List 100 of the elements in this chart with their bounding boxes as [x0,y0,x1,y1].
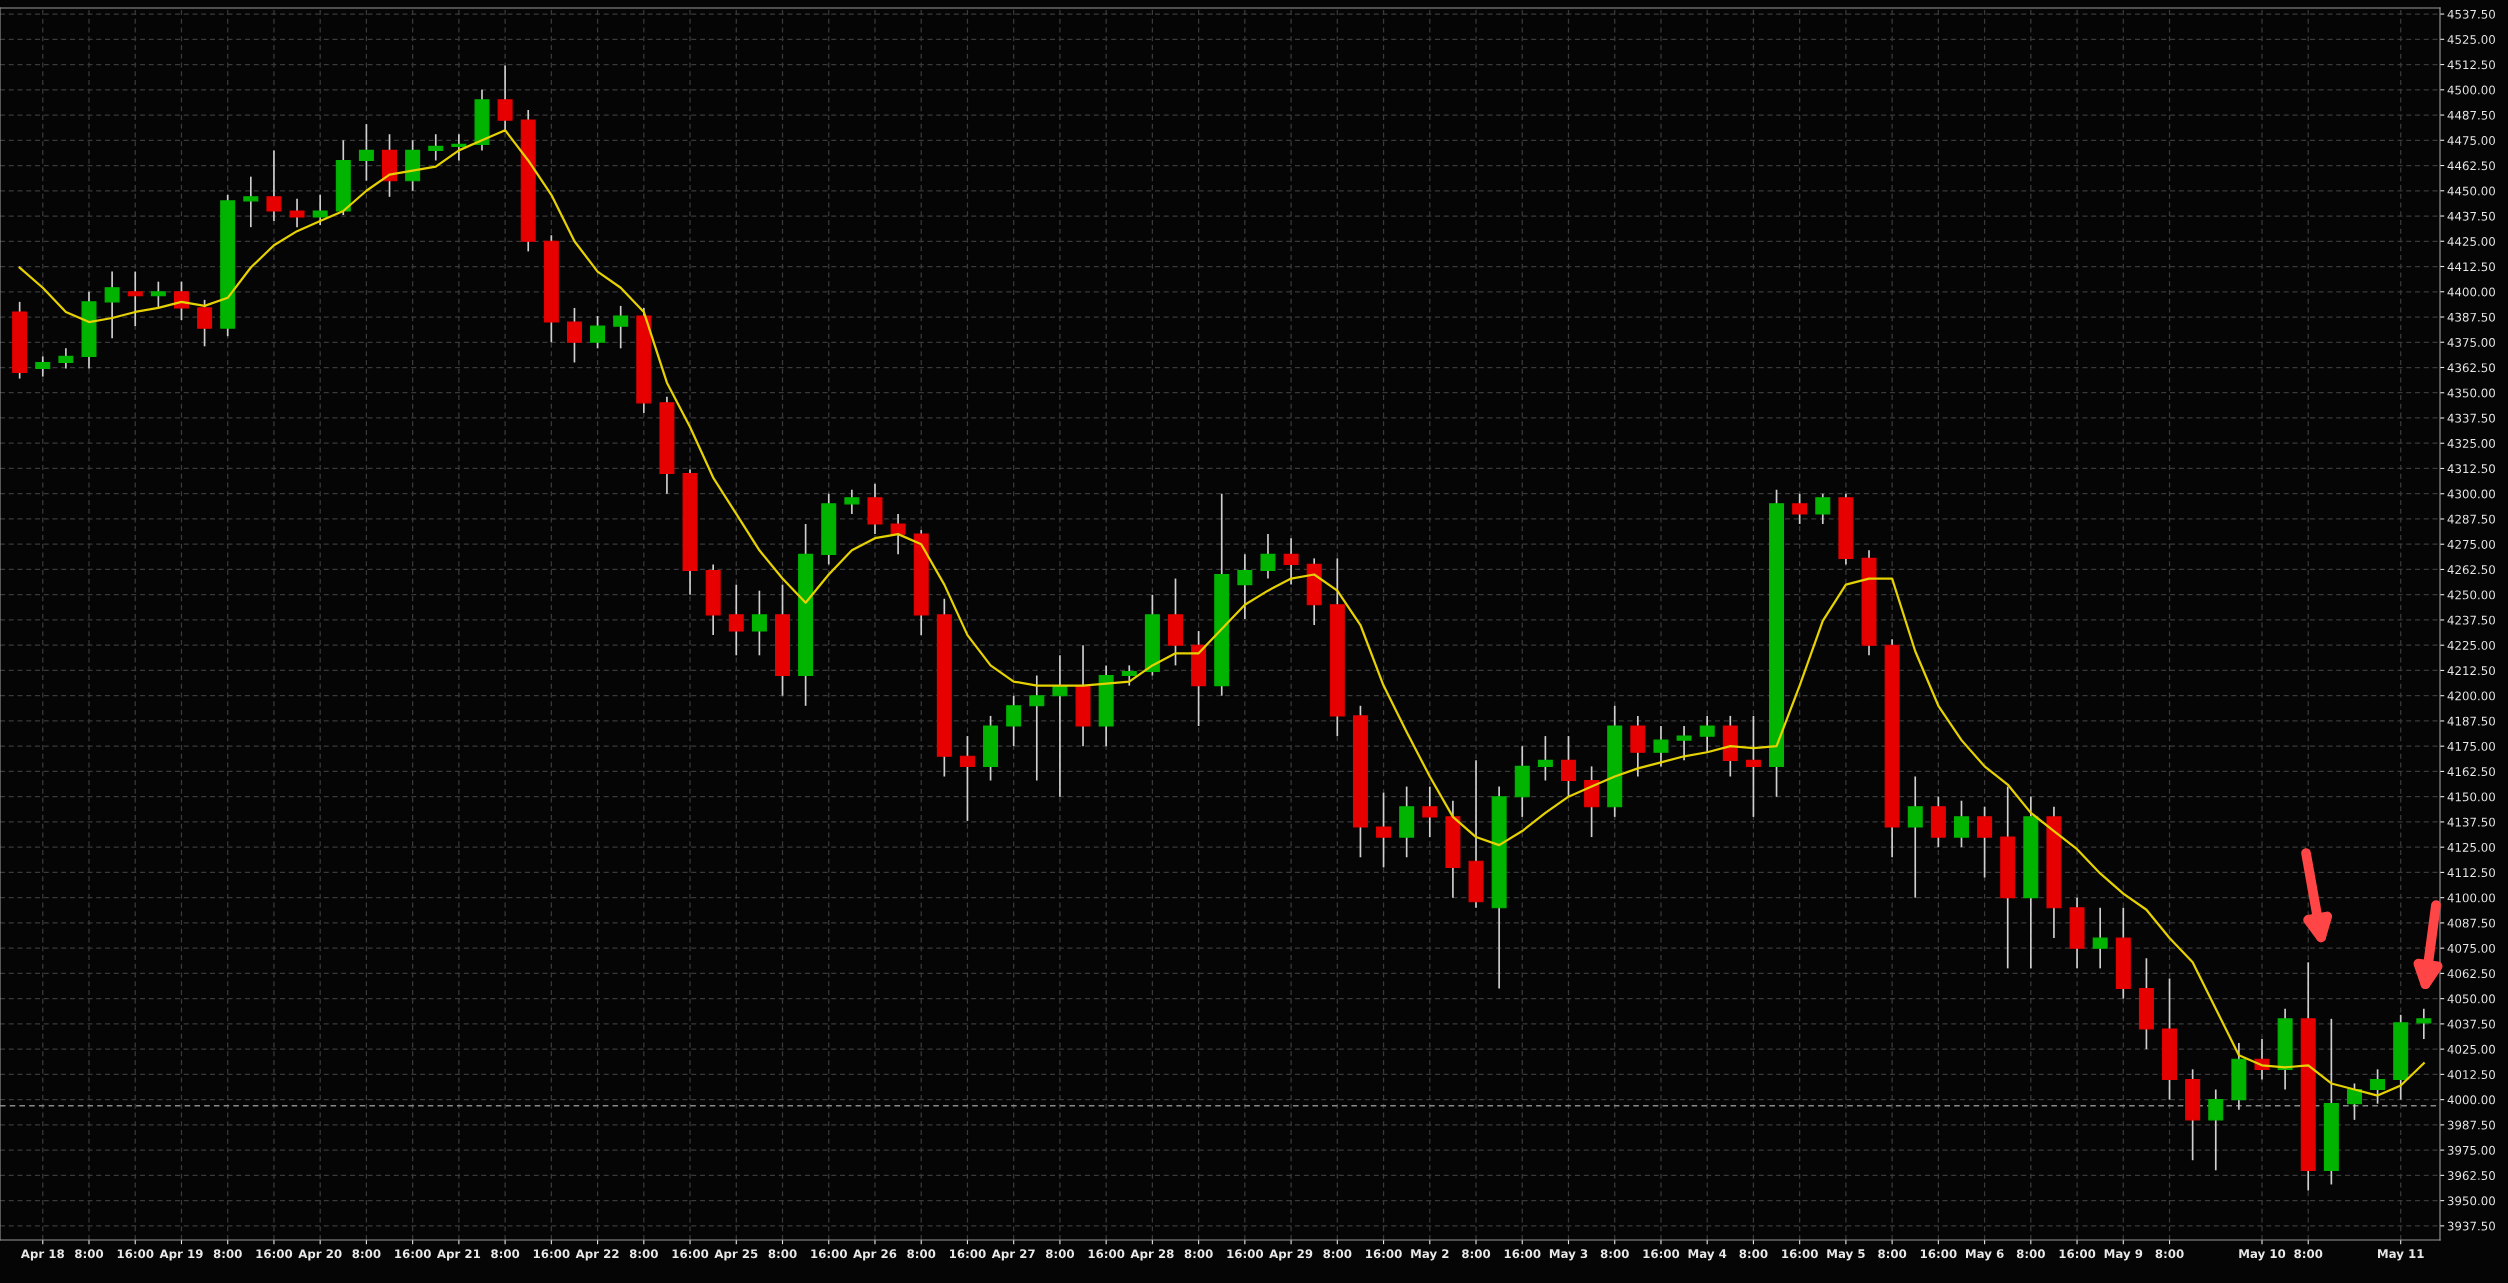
candlestick [2092,906,2108,970]
x-tick-label: 8:00 [768,1249,797,1259]
candlestick [1260,533,1276,580]
x-tick-label: 8:00 [2155,1249,2184,1259]
y-tick-label: 4487.50 [2447,110,2495,120]
x-tick-label: 8:00 [491,1249,520,1259]
x-tick-label: Apr 22 [575,1249,619,1261]
x-tick-label: May 3 [1549,1249,1588,1261]
x-tick-label: 16:00 [1782,1249,1818,1259]
x-tick-label: Apr 18 [20,1249,65,1261]
y-tick-label: 4287.50 [2447,514,2495,524]
x-tick-label: Apr 20 [298,1249,342,1261]
x-tick-label: Apr 25 [714,1249,758,1261]
candlestick [844,488,860,515]
x-tick-label: Apr 26 [853,1249,897,1261]
candlestick [1653,725,1669,768]
x-tick-label: 8:00 [1323,1249,1352,1259]
y-tick-label: 4525.00 [2447,35,2495,44]
candlestick [1953,799,1969,849]
y-tick-label: 4087.50 [2447,918,2495,928]
candlestick [1699,715,1715,754]
candlestick [890,513,906,556]
candlestick [266,149,282,222]
candlestick [358,123,374,182]
x-tick-label: 8:00 [1878,1249,1907,1259]
y-tick-label: 4250.00 [2447,590,2495,600]
candlestick [197,299,213,348]
x-tick-label: 8:00 [1045,1249,1075,1259]
y-tick-label: 3950.00 [2447,1196,2495,1206]
x-tick-label: May 4 [1688,1249,1727,1261]
y-tick-label: 4300.00 [2447,489,2495,499]
y-tick-label: 4362.50 [2447,363,2495,373]
y-tick-label: 4437.50 [2447,211,2495,221]
y-tick-label: 4450.00 [2447,186,2495,196]
candlestick [127,270,143,327]
candlestick [613,305,629,350]
candlestick [451,133,467,162]
y-tick-label: 4400.00 [2447,287,2495,297]
y-tick-label: 4075.00 [2447,943,2495,953]
candlestick [1792,492,1808,525]
x-tick-label: Apr 19 [159,1249,203,1261]
x-tick-label: 16:00 [256,1249,293,1259]
x-tick-label: Apr 27 [991,1249,1035,1261]
y-tick-label: 4412.50 [2447,262,2495,272]
y-tick-label: 4325.00 [2447,438,2495,448]
y-tick-label: 4237.50 [2447,615,2495,625]
candlestick [1745,715,1761,818]
candlestick [1376,791,1392,869]
y-tick-label: 4012.50 [2447,1070,2495,1080]
y-tick-label: 4037.50 [2447,1019,2495,1029]
x-tick-label: May 10 [2239,1249,2286,1261]
x-tick-label: 8:00 [907,1249,936,1259]
x-tick-label: 16:00 [1227,1249,1264,1259]
candlestick [1121,664,1137,687]
x-tick-label: 8:00 [352,1249,381,1259]
candlestick [1560,735,1576,798]
y-tick-label: 4050.00 [2447,994,2495,1004]
candlestick [312,193,328,226]
candlestick [1537,735,1553,782]
x-tick-label: May 2 [1411,1249,1449,1261]
y-tick-label: 4312.50 [2447,464,2495,474]
y-tick-label: 4225.00 [2447,640,2495,650]
y-tick-label: 4375.00 [2447,337,2495,347]
candlestick [566,307,582,364]
x-tick-label: 16:00 [395,1249,431,1259]
candlestick [751,589,767,657]
y-tick-label: 4275.00 [2447,539,2495,549]
x-tick-label: May 9 [2104,1249,2143,1261]
x-tick-label: Apr 29 [1269,1249,1313,1261]
y-tick-label: 4425.00 [2447,237,2495,246]
candlestick [1907,775,1923,899]
x-tick-label: 16:00 [811,1249,847,1259]
candlestick [35,355,51,378]
candlestick [104,270,120,340]
candlestick [289,198,305,228]
x-tick-label: 8:00 [629,1249,658,1259]
y-tick-label: 4112.50 [2447,868,2495,878]
candlestick [1977,805,1993,879]
x-tick-label: 16:00 [1920,1249,1957,1259]
y-tick-label: 4100.00 [2447,893,2495,903]
x-tick-label: 16:00 [117,1249,154,1259]
y-tick-label: 4212.50 [2447,666,2495,676]
x-tick-label: 8:00 [1184,1249,1213,1259]
y-tick-label: 4175.00 [2447,741,2495,751]
candlestick [1676,725,1692,762]
candlestick [1422,785,1438,838]
x-tick-label: May 11 [2378,1249,2424,1261]
x-tick-label: 8:00 [75,1249,104,1259]
candlestick [1006,694,1022,748]
y-tick-label: 4000.00 [2447,1095,2495,1105]
x-tick-label: May 5 [1827,1249,1865,1261]
y-tick-label: 3987.50 [2447,1120,2495,1130]
candlestick [497,64,513,132]
y-tick-label: 4125.00 [2447,842,2495,852]
x-tick-label: 8:00 [2294,1249,2323,1259]
y-tick-label: 4187.50 [2447,716,2495,726]
x-tick-label: 16:00 [2059,1249,2096,1259]
y-tick-label: 4500.00 [2447,85,2495,95]
y-tick-label: 4162.50 [2447,767,2495,777]
candlestick [58,347,74,370]
